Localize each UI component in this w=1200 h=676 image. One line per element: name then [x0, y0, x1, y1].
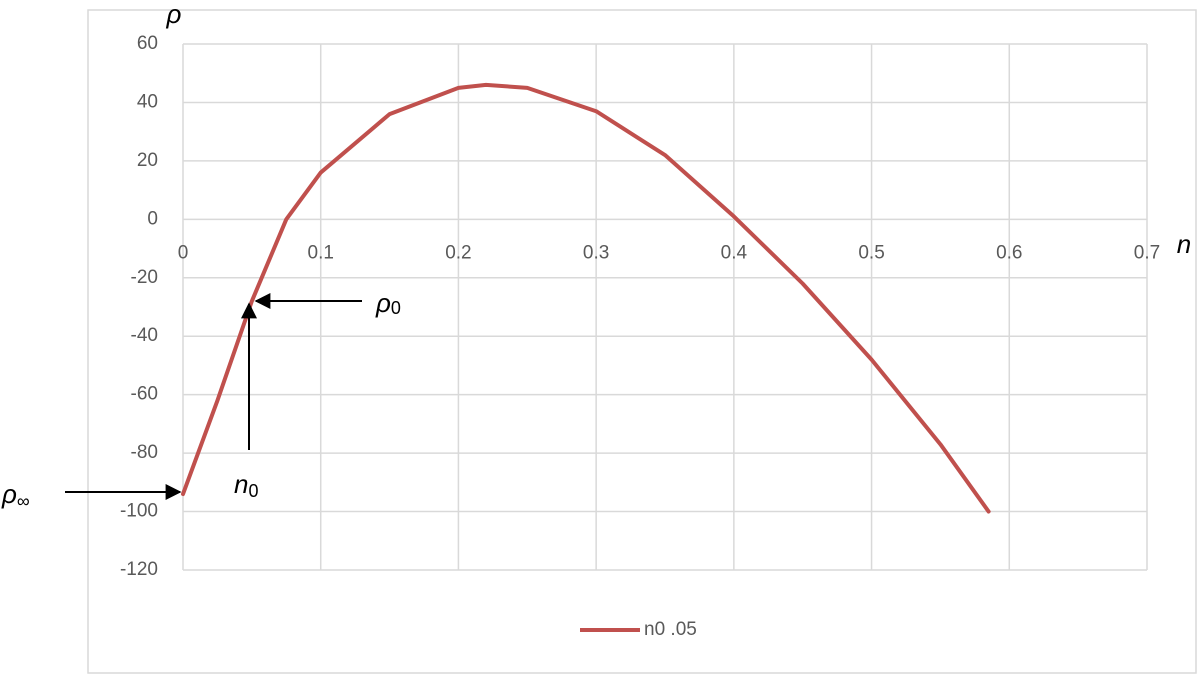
y-tick-label: -40 [131, 325, 158, 346]
x-tick-label: 0.2 [445, 242, 471, 263]
marks [181, 82, 991, 514]
x-tick-label: 0.7 [1134, 242, 1160, 263]
annotation: n0 [234, 469, 258, 501]
x-tick-label: 0.4 [721, 242, 748, 263]
y-tick-label: -100 [120, 501, 158, 522]
annotation: ρ0 [375, 288, 401, 318]
x-tick-label: 0.3 [583, 242, 609, 263]
y-tick-label: -80 [131, 442, 158, 463]
legend-label: n0 .05 [644, 619, 697, 640]
grid [182, 43, 1148, 571]
x-tick-label: 0.6 [996, 242, 1022, 263]
annotation: ρ∞ [1, 479, 30, 511]
y-tick-label: -120 [120, 559, 158, 580]
y-axis-label: ρ [166, 0, 182, 29]
y-tick-label: -60 [131, 384, 158, 405]
y-tick-label: -20 [131, 267, 158, 288]
x-tick-label: 0.5 [858, 242, 884, 263]
line-series [181, 82, 991, 514]
x-tick-label: 0.1 [308, 242, 334, 263]
y-tick-label: 40 [137, 91, 158, 112]
y-tick-label: 20 [137, 150, 158, 171]
y-tick-label: 60 [137, 33, 158, 54]
chart-border [87, 9, 1197, 674]
x-tick-label: 0 [178, 242, 189, 263]
y-tick-label: 0 [147, 208, 158, 229]
x-axis-label: n [1177, 229, 1191, 259]
